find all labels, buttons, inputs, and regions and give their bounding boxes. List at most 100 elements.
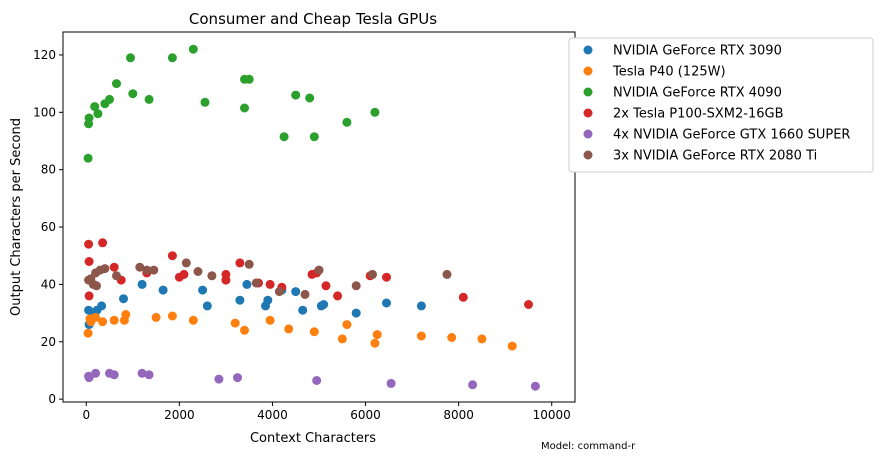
data-point xyxy=(342,117,352,127)
x-tick-label: 2000 xyxy=(164,408,195,422)
data-point xyxy=(309,327,319,337)
data-point xyxy=(309,132,319,142)
data-point xyxy=(97,301,107,311)
data-point xyxy=(105,94,114,104)
data-point xyxy=(242,279,252,289)
data-point xyxy=(135,262,145,272)
data-point xyxy=(142,265,152,275)
data-point xyxy=(214,374,224,384)
model-annotation: Model: command-r xyxy=(541,441,636,452)
data-point xyxy=(167,53,177,63)
data-point xyxy=(507,341,517,351)
data-point xyxy=(265,315,275,325)
data-point xyxy=(84,113,94,123)
data-point xyxy=(274,287,284,297)
data-point xyxy=(91,368,101,378)
legend-marker xyxy=(583,87,593,97)
data-point xyxy=(265,279,275,289)
data-point xyxy=(112,271,121,281)
data-point xyxy=(368,269,377,279)
series-2 xyxy=(83,44,380,163)
legend: NVIDIA GeForce RTX 3090 Tesla P40 (125W) N… xyxy=(568,37,874,173)
data-point xyxy=(221,269,231,279)
data-point xyxy=(181,258,191,268)
data-point xyxy=(298,305,308,315)
plot-frame xyxy=(62,31,576,403)
data-point xyxy=(337,334,347,344)
y-tick-label: 40 xyxy=(41,277,56,291)
data-point xyxy=(202,301,212,311)
data-point xyxy=(98,238,108,248)
data-point xyxy=(84,373,94,383)
data-point xyxy=(458,292,468,302)
data-point xyxy=(319,300,329,309)
y-axis-label: Output Characters per Second xyxy=(9,118,24,316)
data-point xyxy=(372,330,382,340)
data-point xyxy=(524,300,533,309)
data-point xyxy=(126,53,135,63)
data-point xyxy=(112,79,121,89)
data-point xyxy=(342,320,352,330)
data-point xyxy=(251,278,261,288)
data-point xyxy=(83,328,93,338)
data-point xyxy=(321,281,331,291)
data-point xyxy=(198,285,208,295)
data-point xyxy=(300,289,310,299)
chart-title: Consumer and Cheap Tesla GPUs xyxy=(189,10,437,28)
data-point xyxy=(137,368,147,378)
data-point xyxy=(235,258,245,268)
x-tick-label: 6000 xyxy=(350,408,381,422)
data-point xyxy=(109,262,119,272)
data-point xyxy=(98,317,108,327)
data-point xyxy=(167,311,177,321)
data-point xyxy=(128,89,138,99)
series-5 xyxy=(84,258,452,299)
data-point xyxy=(291,287,301,297)
data-point xyxy=(137,279,147,289)
data-point xyxy=(149,265,159,275)
legend-marker xyxy=(583,129,593,139)
legend-marker xyxy=(583,66,593,76)
legend-marker xyxy=(583,150,593,160)
data-point xyxy=(312,376,322,385)
data-point xyxy=(200,97,210,107)
data-point xyxy=(477,334,487,344)
data-point xyxy=(100,264,110,274)
data-point xyxy=(151,312,161,322)
data-point xyxy=(468,380,478,390)
x-axis-label: Context Characters xyxy=(250,431,376,446)
data-point xyxy=(382,272,391,282)
data-point xyxy=(235,295,245,305)
data-point xyxy=(167,251,177,261)
legend-marker xyxy=(583,45,593,55)
series-1 xyxy=(83,310,517,351)
data-point xyxy=(144,94,154,104)
data-point xyxy=(442,269,452,279)
data-point xyxy=(530,381,540,391)
data-point xyxy=(447,333,457,342)
data-point xyxy=(333,291,343,301)
data-point xyxy=(90,102,100,112)
data-point xyxy=(84,257,94,266)
data-point xyxy=(230,318,240,328)
plot-area xyxy=(83,44,540,391)
data-point xyxy=(351,308,361,318)
data-point xyxy=(305,93,315,103)
data-point xyxy=(263,295,273,305)
legend-label: 4x NVIDIA GeForce GTX 1660 SUPER xyxy=(613,128,850,143)
x-tick-label: 8000 xyxy=(443,408,474,422)
legend-label: 2x Tesla P100-SXM2-16GB xyxy=(613,107,784,122)
data-point xyxy=(284,324,294,334)
x-tick-label: 4000 xyxy=(257,408,288,422)
data-point xyxy=(370,338,380,348)
y-tick-label: 20 xyxy=(41,335,56,349)
data-point xyxy=(193,267,203,276)
data-point xyxy=(207,271,217,281)
legend-label: Tesla P40 (125W) xyxy=(612,65,726,80)
x-tick-label: 10000 xyxy=(533,408,571,422)
data-point xyxy=(119,294,128,304)
legend-frame xyxy=(568,37,874,173)
legend-marker xyxy=(583,108,593,118)
data-point xyxy=(370,107,380,117)
